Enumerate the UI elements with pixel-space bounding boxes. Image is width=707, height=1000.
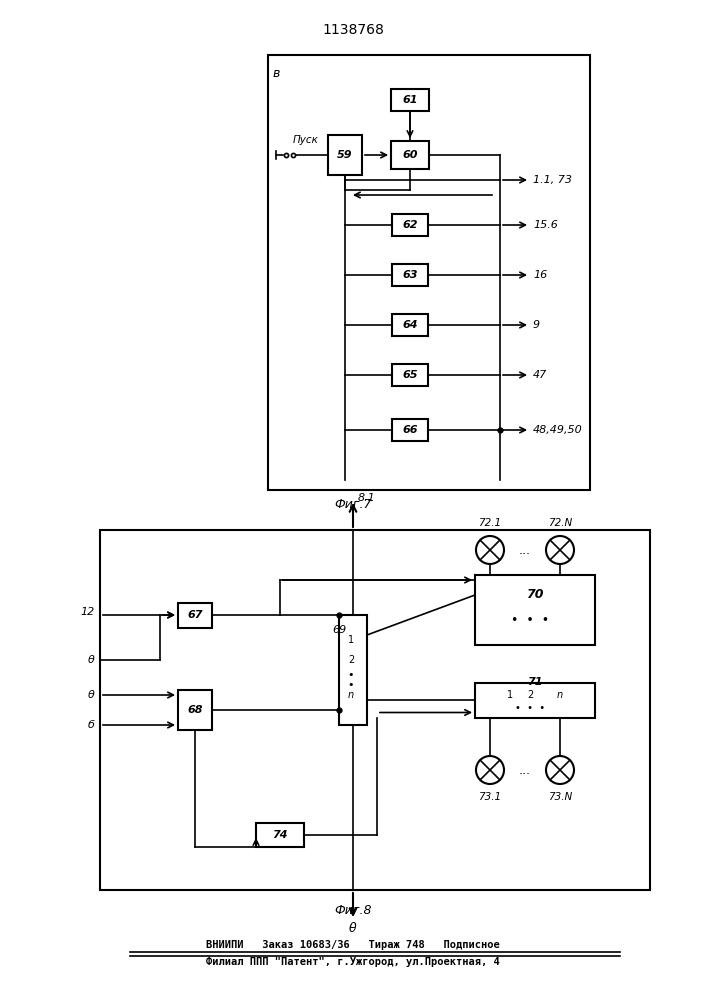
Bar [391,141,429,169]
Bar [475,575,595,645]
Text: 1138768: 1138768 [322,23,384,37]
Text: 70: 70 [526,588,544,601]
Bar [475,682,595,718]
Text: Филиал ППП "Патент", г.Ужгород, ул.Проектная, 4: Филиал ППП "Патент", г.Ужгород, ул.Проек… [206,957,500,967]
Text: 74: 74 [272,830,288,840]
Text: 64: 64 [402,320,418,330]
Text: n: n [348,690,354,700]
Text: 16: 16 [533,270,547,280]
Bar [392,264,428,286]
Bar [391,89,429,111]
Text: 2: 2 [348,655,354,665]
Text: ВНИИПИ   Заказ 10683/36   Тираж 748   Подписное: ВНИИПИ Заказ 10683/36 Тираж 748 Подписно… [206,940,500,950]
Circle shape [546,756,574,784]
Text: n: n [557,690,563,700]
Text: 12: 12 [81,607,95,617]
Text: Фиг.8: Фиг.8 [334,904,372,916]
Text: 73.N: 73.N [548,792,572,802]
Text: 1.1, 73: 1.1, 73 [533,175,572,185]
Text: 63: 63 [402,270,418,280]
Bar [256,823,304,847]
Text: •  •  •: • • • [515,703,545,713]
Text: Пуск: Пуск [293,135,319,145]
Text: 71: 71 [527,677,543,687]
Text: 59: 59 [337,150,353,160]
Circle shape [476,536,504,564]
Text: θ: θ [88,655,95,665]
Text: б: б [88,720,95,730]
Text: ...: ... [519,544,531,556]
Circle shape [476,756,504,784]
Text: 47: 47 [533,370,547,380]
Bar [328,135,362,175]
Text: 62: 62 [402,220,418,230]
Text: 2: 2 [527,690,533,700]
Text: 61: 61 [402,95,418,105]
Text: 72.1: 72.1 [479,518,501,528]
Bar [392,314,428,336]
Bar [392,214,428,236]
Text: ...: ... [519,764,531,776]
Text: •: • [348,680,354,690]
Text: 60: 60 [402,150,418,160]
Bar [100,530,650,890]
Text: 8.1: 8.1 [358,493,375,503]
Text: 72.N: 72.N [548,518,572,528]
Text: в: в [273,67,281,80]
Text: 48,49,50: 48,49,50 [533,425,583,435]
Text: 9: 9 [533,320,540,330]
Text: θ: θ [349,922,357,934]
Text: 65: 65 [402,370,418,380]
Text: Фиг.7: Фиг.7 [334,498,372,512]
Text: 67: 67 [187,610,203,620]
Bar [392,419,428,441]
Bar [178,690,212,730]
Circle shape [546,536,574,564]
Text: 69: 69 [332,625,346,635]
Text: •: • [348,670,354,680]
Text: •  •  •: • • • [511,613,549,626]
Text: θ: θ [88,690,95,700]
Text: 73.1: 73.1 [479,792,501,802]
Bar [339,615,367,725]
Bar [268,55,590,490]
Text: 66: 66 [402,425,418,435]
Bar [178,602,212,628]
Bar [392,364,428,386]
Text: 15.6: 15.6 [533,220,558,230]
Text: 1: 1 [507,690,513,700]
Text: 68: 68 [187,705,203,715]
Text: 1: 1 [348,635,354,645]
